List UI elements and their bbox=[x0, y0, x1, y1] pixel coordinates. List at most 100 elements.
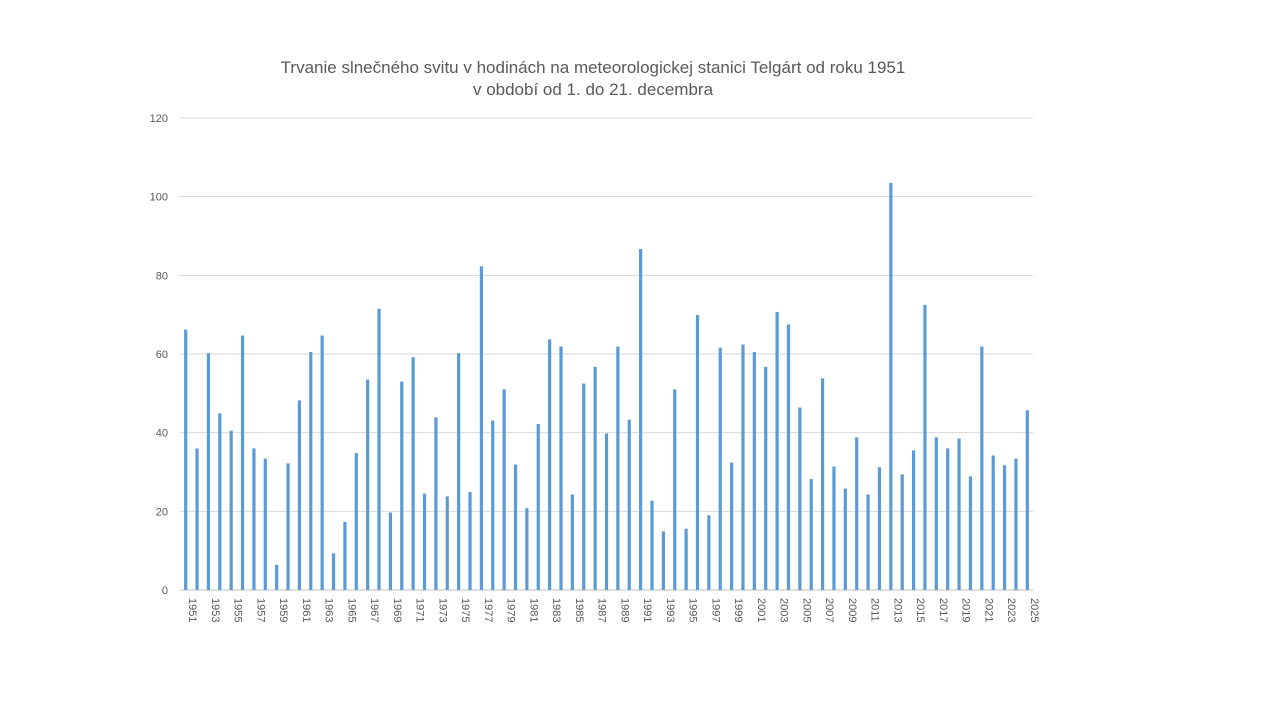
bar bbox=[775, 311, 779, 590]
x-tick-label: 2013 bbox=[891, 598, 903, 622]
bar bbox=[400, 381, 404, 590]
x-tick-label: 1975 bbox=[459, 598, 471, 622]
bar bbox=[798, 407, 802, 590]
bar bbox=[968, 476, 973, 590]
bar bbox=[764, 366, 768, 590]
chart-title-block: Trvanie slnečného svitu v hodinách na me… bbox=[180, 57, 1006, 101]
x-tick-label: 1955 bbox=[232, 598, 244, 622]
bar bbox=[582, 383, 586, 590]
x-tick-label: 1983 bbox=[550, 598, 562, 622]
bar bbox=[559, 346, 563, 590]
bar bbox=[422, 493, 427, 590]
x-tick-label: 1985 bbox=[573, 598, 585, 622]
bar bbox=[707, 515, 711, 590]
bar bbox=[980, 346, 984, 590]
x-tick-label: 2015 bbox=[914, 598, 926, 622]
x-tick-label: 1973 bbox=[436, 598, 448, 622]
bar bbox=[695, 315, 700, 590]
y-tick-label: 20 bbox=[156, 506, 168, 518]
bar bbox=[240, 335, 245, 590]
x-tick-label: 1961 bbox=[300, 598, 312, 622]
x-tick-label: 2001 bbox=[755, 598, 767, 622]
bar bbox=[730, 462, 734, 590]
bar bbox=[479, 266, 483, 590]
bar bbox=[525, 508, 529, 590]
bar bbox=[457, 353, 461, 590]
x-tick-label: 1971 bbox=[414, 598, 426, 622]
bar bbox=[411, 357, 415, 590]
bar bbox=[934, 437, 938, 590]
chart-title: Trvanie slnečného svitu v hodinách na me… bbox=[280, 58, 906, 77]
bar bbox=[206, 353, 211, 590]
x-tick-label: 2005 bbox=[800, 598, 812, 622]
bar bbox=[434, 417, 438, 590]
bar bbox=[923, 304, 927, 590]
bar bbox=[354, 453, 358, 590]
bar bbox=[536, 424, 540, 590]
bar bbox=[1025, 410, 1029, 590]
bar bbox=[673, 389, 677, 590]
bar bbox=[320, 335, 324, 590]
x-tick-label: 2023 bbox=[1005, 598, 1017, 622]
x-tick-label: 1979 bbox=[505, 598, 517, 622]
bar bbox=[184, 329, 188, 590]
x-tick-label: 1969 bbox=[391, 598, 403, 622]
bar bbox=[252, 448, 256, 590]
bar bbox=[263, 458, 267, 590]
bar bbox=[684, 528, 688, 590]
bar bbox=[616, 346, 620, 590]
x-tick-label: 1987 bbox=[596, 598, 608, 622]
bar bbox=[286, 463, 290, 590]
x-tick-label: 2007 bbox=[823, 598, 835, 622]
bar bbox=[820, 378, 825, 590]
bar bbox=[832, 466, 836, 590]
x-tick-label: 1959 bbox=[277, 598, 289, 622]
x-tick-label: 1963 bbox=[323, 598, 335, 622]
x-tick-label: 1989 bbox=[618, 598, 630, 622]
bar bbox=[639, 248, 643, 591]
bar bbox=[309, 352, 313, 590]
x-tick-label: 1993 bbox=[664, 598, 676, 622]
x-tick-label: 1953 bbox=[209, 598, 221, 622]
bar bbox=[855, 437, 859, 590]
bar bbox=[502, 389, 506, 590]
x-tick-label: 2003 bbox=[778, 598, 790, 622]
x-tick-label: 1957 bbox=[254, 598, 266, 622]
bar bbox=[275, 564, 279, 590]
x-tick-label: 1967 bbox=[368, 598, 380, 622]
y-tick-label: 100 bbox=[150, 192, 168, 204]
bar bbox=[718, 347, 722, 590]
bar bbox=[741, 344, 745, 590]
bar bbox=[604, 433, 609, 590]
bar bbox=[218, 413, 222, 590]
bar bbox=[229, 430, 233, 590]
x-tick-label: 2011 bbox=[869, 598, 881, 622]
bar bbox=[468, 492, 472, 590]
x-tick-label: 2025 bbox=[1028, 598, 1040, 622]
bar bbox=[593, 366, 597, 590]
y-tick-label: 120 bbox=[150, 113, 168, 125]
bar bbox=[900, 474, 904, 590]
x-tick-label: 1951 bbox=[186, 598, 198, 622]
bar bbox=[445, 496, 449, 590]
bar bbox=[343, 521, 347, 590]
bar bbox=[388, 512, 393, 590]
bar bbox=[661, 531, 665, 590]
x-tick-label: 2009 bbox=[846, 598, 858, 622]
bar bbox=[1014, 458, 1018, 590]
bar bbox=[1002, 465, 1007, 590]
bar bbox=[843, 488, 847, 590]
y-tick-label: 60 bbox=[156, 349, 168, 361]
bar bbox=[866, 494, 870, 590]
x-tick-label: 1997 bbox=[709, 598, 721, 622]
x-tick-label: 1999 bbox=[732, 598, 744, 622]
bar bbox=[650, 500, 654, 590]
bar bbox=[877, 467, 882, 590]
bar bbox=[491, 420, 495, 590]
bar bbox=[991, 455, 995, 590]
x-tick-label: 2021 bbox=[982, 598, 994, 622]
x-tick-label: 1977 bbox=[482, 598, 494, 622]
x-tick-label: 1981 bbox=[527, 598, 539, 622]
